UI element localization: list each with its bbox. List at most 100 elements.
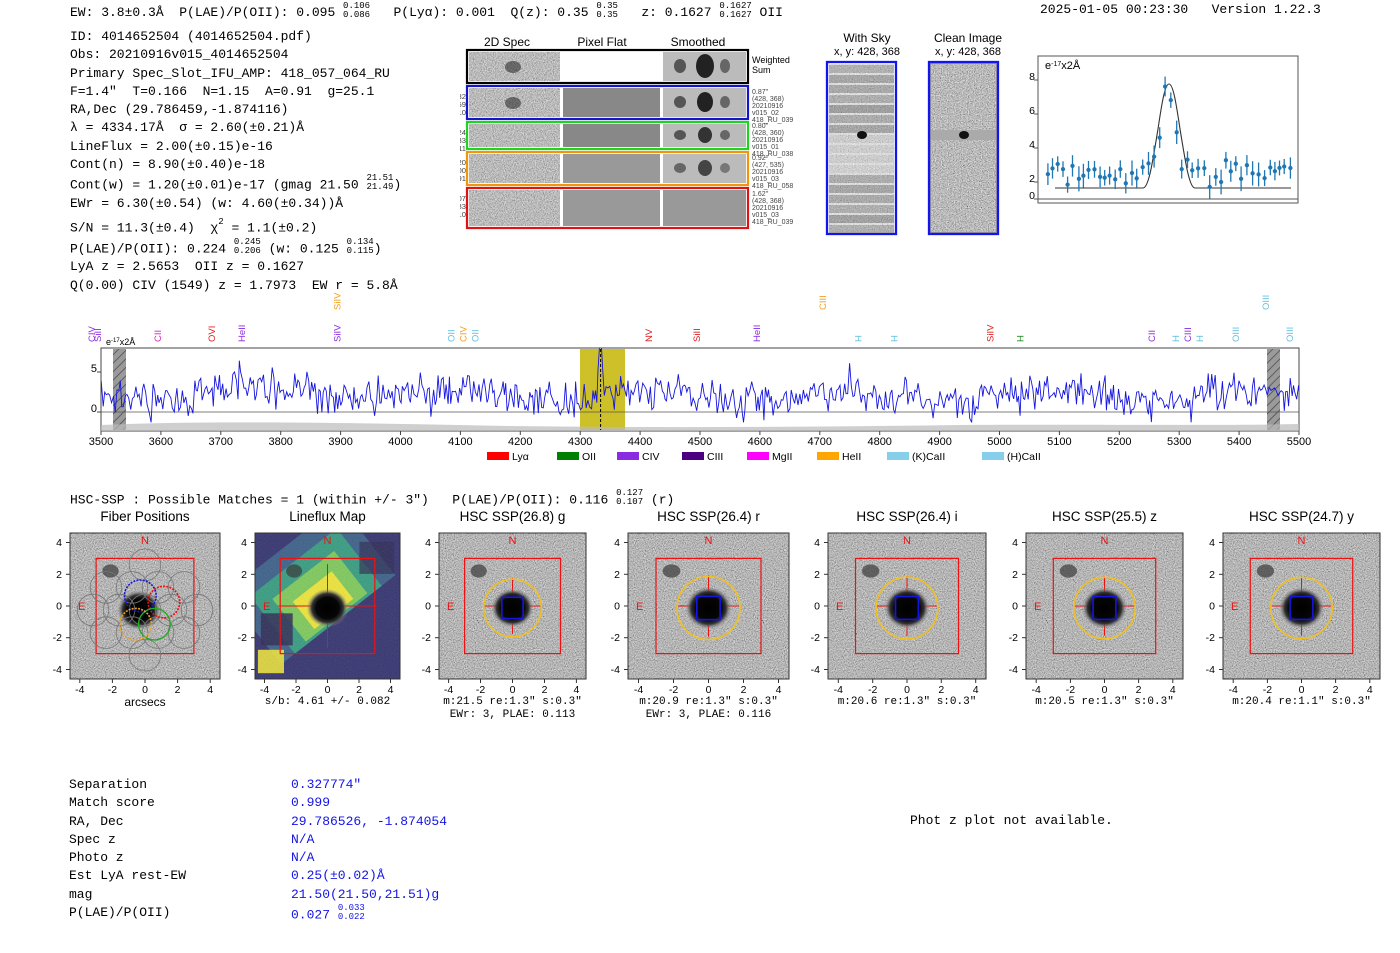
svg-text:2: 2 bbox=[356, 684, 362, 696]
svg-text:2: 2 bbox=[175, 684, 181, 696]
svg-text:OII: OII bbox=[582, 451, 596, 463]
svg-text:410: 410 bbox=[460, 210, 466, 219]
svg-text:e-17x2Å: e-17x2Å bbox=[106, 337, 135, 347]
svg-text:-2: -2 bbox=[1009, 632, 1018, 644]
svg-text:0.87": 0.87" bbox=[752, 89, 769, 96]
svg-text:3500: 3500 bbox=[89, 436, 113, 448]
svg-text:4: 4 bbox=[1170, 684, 1176, 696]
svg-text:4: 4 bbox=[1012, 537, 1018, 549]
svg-text:-4: -4 bbox=[611, 664, 620, 676]
svg-text:4: 4 bbox=[776, 684, 782, 696]
svg-text:CIII: CIII bbox=[818, 295, 829, 310]
svg-text:4: 4 bbox=[388, 684, 394, 696]
svg-text:411: 411 bbox=[460, 144, 466, 153]
svg-text:SiIV: SiIV bbox=[333, 324, 344, 342]
svg-text:-4: -4 bbox=[1032, 684, 1041, 696]
svg-text:-2: -2 bbox=[811, 632, 820, 644]
svg-text:3700: 3700 bbox=[209, 436, 233, 448]
svg-text:4800: 4800 bbox=[867, 436, 891, 448]
svg-text:-2: -2 bbox=[1206, 632, 1215, 644]
svg-text:E: E bbox=[1034, 601, 1041, 613]
svg-text:v015_03: v015_03 bbox=[752, 212, 779, 219]
svg-text:4000: 4000 bbox=[388, 436, 412, 448]
svg-text:391: 391 bbox=[460, 174, 466, 183]
svg-text:N: N bbox=[509, 535, 517, 547]
svg-text:4: 4 bbox=[56, 537, 62, 549]
svg-text:2: 2 bbox=[1333, 684, 1339, 696]
svg-text:OII: OII bbox=[470, 329, 481, 342]
svg-text:-2: -2 bbox=[669, 684, 678, 696]
svg-text:SiII: SiII bbox=[93, 328, 104, 342]
svg-text:2: 2 bbox=[542, 684, 548, 696]
svg-text:N: N bbox=[1298, 535, 1306, 547]
svg-text:-4: -4 bbox=[75, 684, 84, 696]
svg-text:OIII: OIII bbox=[1285, 327, 1296, 342]
svg-text:-2: -2 bbox=[868, 684, 877, 696]
svg-text:6: 6 bbox=[1029, 105, 1035, 117]
svg-text:5400: 5400 bbox=[1227, 436, 1251, 448]
svg-text:0: 0 bbox=[325, 684, 331, 696]
svg-text:5: 5 bbox=[91, 363, 97, 375]
svg-text:H: H bbox=[890, 335, 901, 342]
svg-text:4: 4 bbox=[1367, 684, 1373, 696]
svg-text:-2: -2 bbox=[1263, 684, 1272, 696]
svg-text:0: 0 bbox=[904, 684, 910, 696]
svg-text:e-17x2Å: e-17x2Å bbox=[1045, 59, 1081, 72]
svg-text:-4: -4 bbox=[834, 684, 843, 696]
svg-text:HSC SSP(26.4) r: HSC SSP(26.4) r bbox=[657, 509, 760, 524]
svg-text:4: 4 bbox=[1029, 139, 1035, 151]
svg-text:4: 4 bbox=[1209, 537, 1215, 549]
svg-text:2: 2 bbox=[1136, 684, 1142, 696]
svg-text:0: 0 bbox=[1299, 684, 1305, 696]
svg-text:-4: -4 bbox=[811, 664, 820, 676]
svg-text:CIII: CIII bbox=[707, 451, 723, 463]
svg-text:0.92": 0.92" bbox=[752, 155, 769, 162]
svg-text:m:20.9 re:1.3" s:0.3": m:20.9 re:1.3" s:0.3" bbox=[639, 696, 778, 708]
svg-text:8: 8 bbox=[1029, 71, 1035, 83]
svg-text:Sum: Sum bbox=[752, 65, 771, 75]
svg-text:-4: -4 bbox=[1206, 664, 1215, 676]
svg-text:20210916: 20210916 bbox=[752, 137, 783, 144]
svg-text:2: 2 bbox=[1209, 569, 1215, 581]
svg-text:0: 0 bbox=[1102, 684, 1108, 696]
svg-text:E: E bbox=[1231, 601, 1238, 613]
svg-text:E: E bbox=[263, 601, 270, 613]
svg-text:HSC SSP(26.8) g: HSC SSP(26.8) g bbox=[460, 509, 566, 524]
svg-text:OVI: OVI bbox=[207, 326, 218, 342]
svg-text:-4: -4 bbox=[634, 684, 643, 696]
svg-text:4: 4 bbox=[614, 537, 620, 549]
svg-text:2: 2 bbox=[741, 684, 747, 696]
svg-text:0: 0 bbox=[241, 601, 247, 613]
svg-text:5300: 5300 bbox=[1167, 436, 1191, 448]
svg-text:HeII: HeII bbox=[237, 325, 248, 342]
svg-text:2: 2 bbox=[938, 684, 944, 696]
svg-text:1.62": 1.62" bbox=[752, 191, 769, 198]
svg-text:(H)CaII: (H)CaII bbox=[1007, 451, 1041, 463]
svg-text:418_RU_039: 418_RU_039 bbox=[752, 219, 793, 226]
svg-text:Lyα: Lyα bbox=[512, 451, 529, 463]
svg-text:4200: 4200 bbox=[508, 436, 532, 448]
svg-text:CIII: CIII bbox=[1183, 327, 1194, 342]
svg-text:OIII: OIII bbox=[1231, 327, 1242, 342]
svg-text:x, y: 428, 368: x, y: 428, 368 bbox=[834, 46, 900, 58]
svg-text:-2: -2 bbox=[1066, 684, 1075, 696]
svg-text:-2: -2 bbox=[238, 632, 247, 644]
svg-text:20210916: 20210916 bbox=[752, 103, 783, 110]
svg-text:HeII: HeII bbox=[752, 325, 763, 342]
svg-text:-2: -2 bbox=[108, 684, 117, 696]
svg-text:(428, 368): (428, 368) bbox=[752, 198, 784, 205]
svg-text:Lineflux Map: Lineflux Map bbox=[289, 509, 366, 524]
svg-text:E: E bbox=[447, 601, 454, 613]
svg-text:N: N bbox=[324, 535, 332, 547]
svg-text:2: 2 bbox=[425, 569, 431, 581]
svg-text:HSC SSP(24.7) y: HSC SSP(24.7) y bbox=[1249, 509, 1354, 524]
svg-text:4400: 4400 bbox=[628, 436, 652, 448]
svg-text:20210916: 20210916 bbox=[752, 169, 783, 176]
svg-text:H: H bbox=[854, 335, 865, 342]
svg-text:(428, 368): (428, 368) bbox=[752, 96, 784, 103]
svg-text:2: 2 bbox=[56, 569, 62, 581]
svg-text:OII: OII bbox=[446, 329, 457, 342]
svg-text:CII: CII bbox=[1147, 330, 1158, 342]
svg-text:Smoothed: Smoothed bbox=[671, 36, 726, 49]
svg-text:(427, 535): (427, 535) bbox=[752, 162, 784, 169]
